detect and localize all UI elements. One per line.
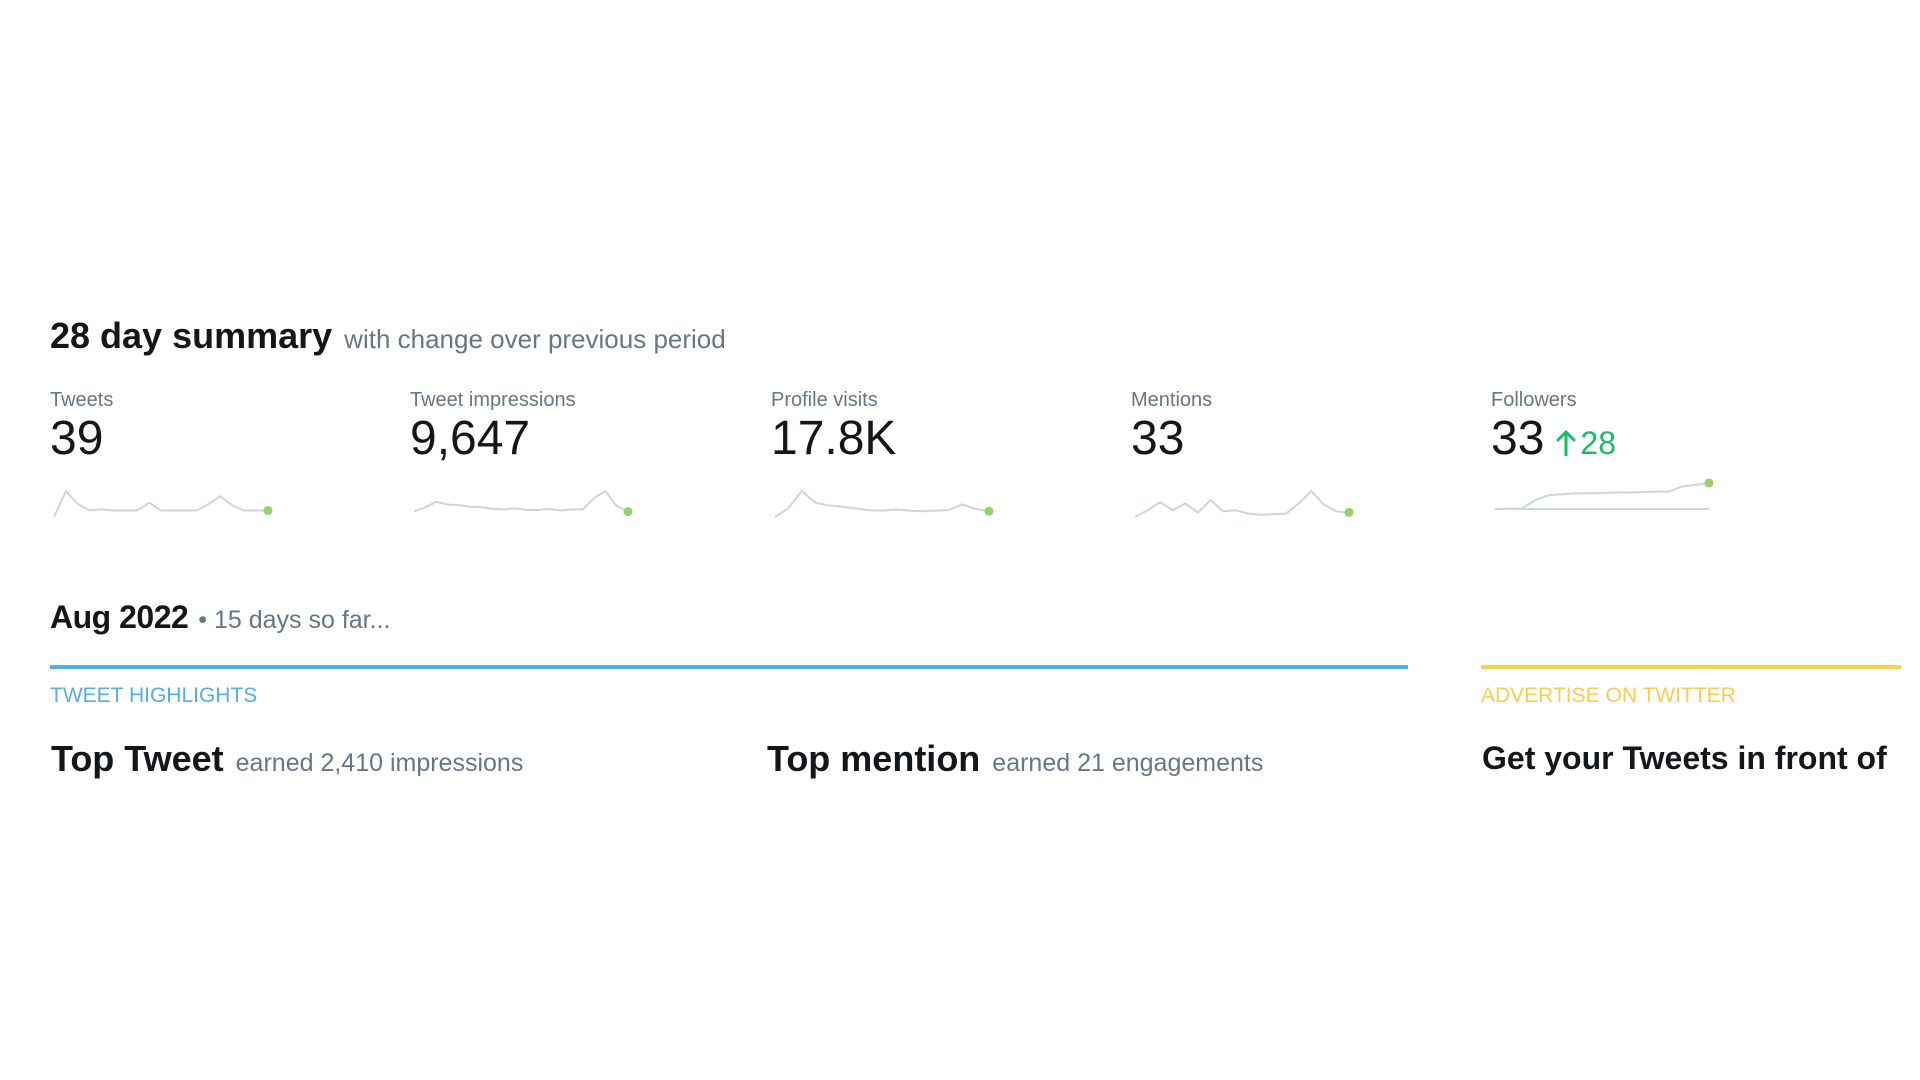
summary-section: 28 day summary with change over previous…	[50, 315, 1900, 529]
sparkline-chart	[774, 489, 994, 518]
period-subtitle: • 15 days so far...	[198, 606, 391, 634]
stat-mentions: Mentions 33	[1131, 389, 1431, 523]
sparkline-end-point	[623, 507, 633, 517]
tweet-highlights-label: TWEET HIGHLIGHTS	[50, 684, 258, 707]
sparkline-chart	[413, 489, 633, 517]
top-tweet-heading: Top Tweet earned 2,410 impressions	[51, 738, 523, 780]
stat-value: 33	[1491, 412, 1545, 465]
stat-label: Tweets	[50, 389, 114, 411]
stat-change: 28	[1556, 425, 1616, 462]
stat-value: 39	[50, 412, 104, 465]
stat-tweets: Tweets 39	[50, 389, 350, 523]
sparkline-chart	[1494, 478, 1714, 510]
advertise-divider	[1481, 665, 1901, 669]
sparkline-line	[1134, 489, 1350, 518]
stat-value-row: 33 28	[1491, 413, 1791, 465]
sparkline-line	[53, 489, 268, 518]
stat-value: 9,647	[410, 412, 531, 465]
sparkline-end-point	[263, 506, 273, 515]
summary-header: 28 day summary with change over previous…	[50, 315, 1900, 357]
stat-value: 17.8K	[771, 412, 897, 465]
arrow-up-icon	[1556, 430, 1576, 456]
sparkline-line	[1494, 482, 1710, 510]
advertise-label: ADVERTISE ON TWITTER	[1481, 684, 1736, 707]
sparkline-chart	[1134, 489, 1354, 518]
sparkline-line	[774, 489, 990, 518]
highlights-divider	[50, 665, 1408, 669]
summary-subtitle: with change over previous period	[344, 324, 726, 354]
advertise-text[interactable]: Get your Tweets in front of	[1482, 740, 1887, 776]
top-tweet-title: Top Tweet	[51, 738, 224, 779]
top-mention-title: Top mention	[767, 738, 981, 779]
stat-change-value: 28	[1580, 425, 1616, 461]
top-mention-subtitle: earned 21 engagements	[992, 749, 1264, 777]
period-header: Aug 2022 • 15 days so far...	[50, 599, 390, 636]
stat-value-row: 17.8K	[771, 413, 1071, 465]
stat-value-row: 9,647	[410, 413, 710, 465]
sparkline-line	[413, 489, 629, 513]
stat-value-row: 33	[1131, 413, 1431, 465]
stat-label: Mentions	[1131, 389, 1213, 411]
top-tweet-subtitle: earned 2,410 impressions	[235, 749, 524, 777]
summary-title: 28 day summary	[50, 315, 333, 356]
stat-tweet-impressions: Tweet impressions 9,647	[410, 389, 710, 523]
stat-value-row: 39	[50, 413, 350, 465]
stat-label: Profile visits	[771, 389, 878, 411]
sparkline-end-point	[1704, 478, 1714, 488]
sparkline-end-point	[984, 506, 994, 516]
stat-label: Tweet impressions	[410, 389, 576, 411]
period-title: Aug 2022	[50, 599, 189, 635]
stat-profile-visits: Profile visits 17.8K	[771, 389, 1071, 523]
sparkline-end-point	[1344, 507, 1354, 517]
stat-followers: Followers 33 28	[1491, 389, 1791, 515]
stat-label: Followers	[1491, 389, 1577, 411]
sparkline-chart	[53, 489, 273, 518]
stat-value: 33	[1131, 412, 1185, 465]
stats-row: Tweets 39 Tweet impressions 9,647 Profil…	[50, 389, 1900, 529]
top-mention-heading: Top mention earned 21 engagements	[767, 738, 1263, 780]
